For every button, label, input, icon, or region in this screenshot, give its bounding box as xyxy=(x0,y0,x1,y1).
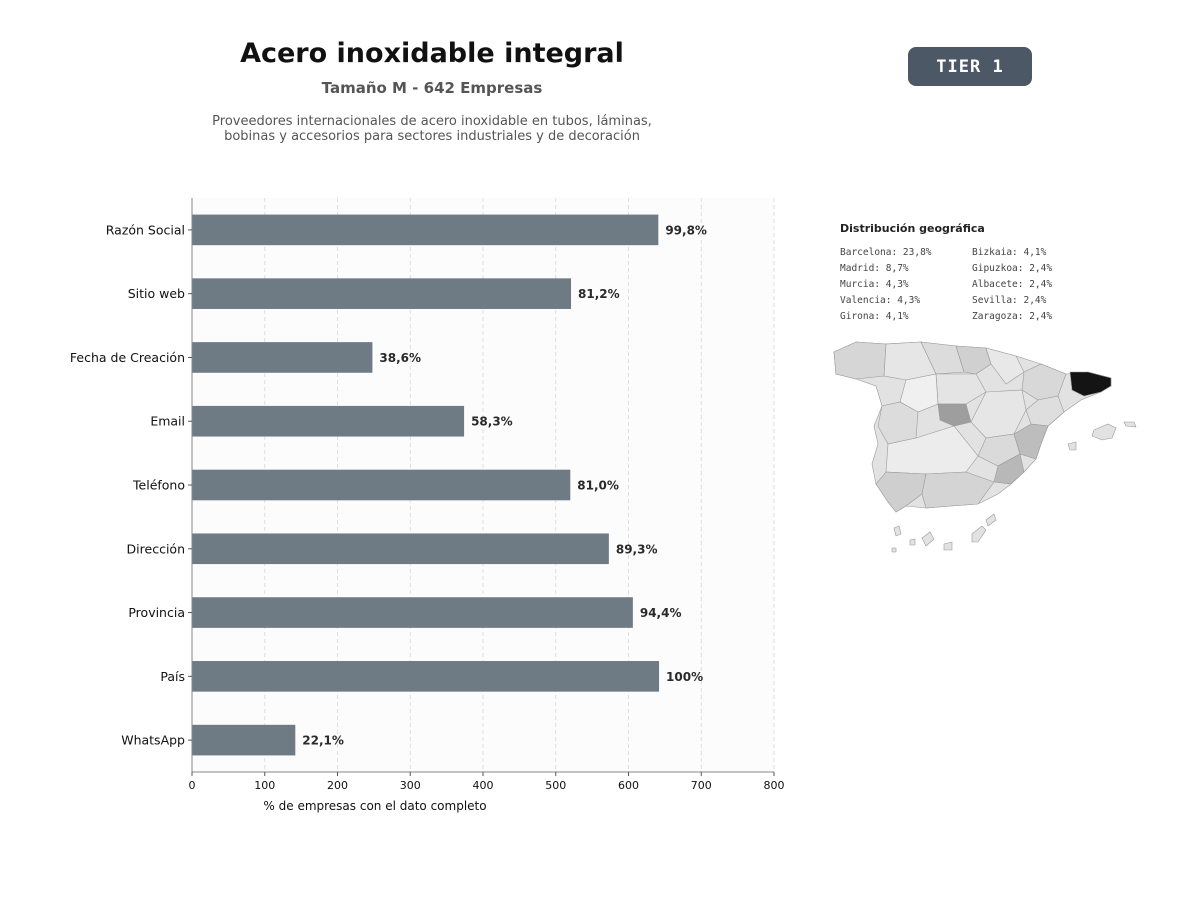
geo-item: Zaragoza: 2,4% xyxy=(972,311,1053,322)
geo-item: Murcia: 4,3% xyxy=(840,279,909,290)
bar xyxy=(192,661,660,692)
geo-item: Sevilla: 2,4% xyxy=(972,295,1047,306)
balearic-islands xyxy=(1067,421,1137,451)
data-label: 100% xyxy=(666,670,703,684)
category-label: Dirección xyxy=(127,541,185,556)
geo-item: Albacete: 2,4% xyxy=(972,279,1053,290)
data-label: 99,8% xyxy=(665,223,707,237)
spain-mainland xyxy=(833,341,1112,513)
geo-item: Gipuzkoa: 2,4% xyxy=(972,263,1053,274)
x-axis-label: % de empresas con el dato completo xyxy=(263,799,486,813)
tier-badge: TIER 1 xyxy=(908,47,1032,86)
bar xyxy=(192,724,296,756)
geo-item: Barcelona: 23,8% xyxy=(840,247,932,258)
geo-item: Girona: 4,1% xyxy=(840,311,909,322)
bar xyxy=(192,597,633,628)
bar xyxy=(192,278,572,309)
bar xyxy=(192,342,373,373)
data-label: 89,3% xyxy=(616,542,658,556)
category-label: Teléfono xyxy=(132,478,185,493)
category-label: WhatsApp xyxy=(121,733,185,748)
description-line-2: bobinas y accesorios para sectores indus… xyxy=(224,129,640,144)
data-label: 81,2% xyxy=(578,287,620,301)
x-tick-label: 400 xyxy=(473,779,494,792)
geo-distribution-title: Distribución geográfica xyxy=(840,222,985,235)
geo-item: Bizkaia: 4,1% xyxy=(972,247,1047,258)
x-tick-label: 300 xyxy=(400,779,421,792)
data-label: 58,3% xyxy=(471,415,513,429)
category-label: Provincia xyxy=(128,605,185,620)
category-label: País xyxy=(160,669,185,684)
category-label: Email xyxy=(150,414,185,429)
x-tick-label: 100 xyxy=(254,779,275,792)
geo-item: Valencia: 4,3% xyxy=(840,295,921,306)
bar xyxy=(192,405,465,437)
x-tick-label: 0 xyxy=(189,779,196,792)
data-label: 38,6% xyxy=(379,351,421,365)
page-title: Acero inoxidable integral xyxy=(240,38,624,69)
category-label: Razón Social xyxy=(106,222,185,237)
bar xyxy=(192,469,571,501)
page-description: Proveedores internacionales de acero ino… xyxy=(182,114,682,144)
spain-map xyxy=(833,341,1137,553)
x-tick-label: 200 xyxy=(327,779,348,792)
x-tick-label: 800 xyxy=(764,779,785,792)
x-tick-label: 700 xyxy=(691,779,712,792)
bar-chart: Razón Social 99,8% Sitio web 81,2% Fecha de … xyxy=(70,198,785,813)
x-tick-label: 600 xyxy=(618,779,639,792)
x-tick-label: 500 xyxy=(545,779,566,792)
bar xyxy=(192,533,609,565)
canary-islands xyxy=(891,513,997,553)
data-label: 22,1% xyxy=(302,734,344,748)
data-label: 81,0% xyxy=(577,479,619,493)
page-subtitle: Tamaño M - 642 Empresas xyxy=(321,79,543,97)
data-label: 94,4% xyxy=(640,606,682,620)
bar xyxy=(192,214,659,246)
category-label: Fecha de Creación xyxy=(70,350,185,365)
description-line-1: Proveedores internacionales de acero ino… xyxy=(212,114,652,129)
geo-distribution-list: Barcelona: 23,8% Bizkaia: 4,1% Madrid: 8,7… xyxy=(840,246,1120,323)
category-label: Sitio web xyxy=(128,286,185,301)
geo-item: Madrid: 8,7% xyxy=(840,263,909,274)
